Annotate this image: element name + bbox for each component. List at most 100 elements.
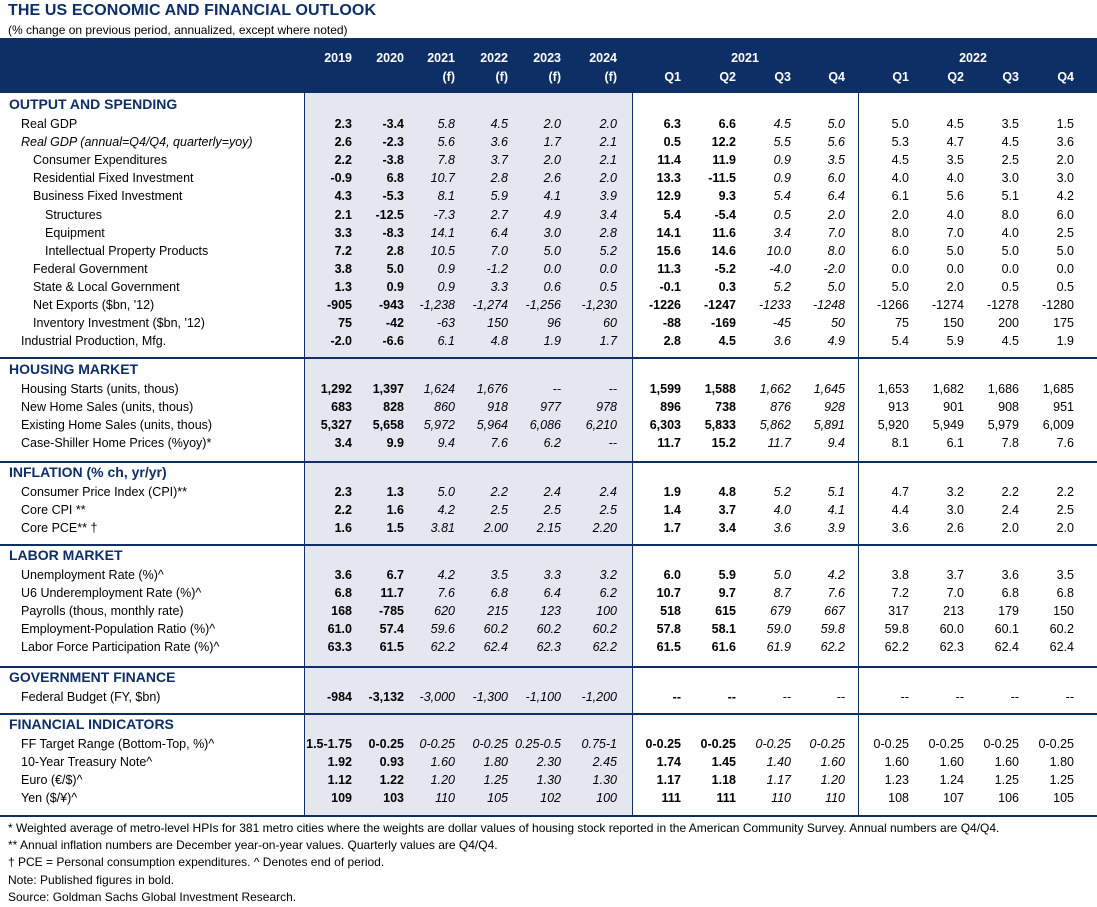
table-cell: -2.0: [330, 334, 352, 349]
table-cell: 96: [547, 316, 561, 331]
table-cell: 105: [1053, 791, 1074, 806]
footnote-note: Note: Published figures in bold.: [8, 872, 175, 887]
table-cell: 11.7: [767, 436, 791, 451]
footnotes: * Weighted average of metro-level HPIs f…: [8, 820, 999, 906]
row-label: Consumer Price Index (CPI)**: [21, 485, 188, 499]
table-cell: 1.5-1.75: [306, 737, 352, 751]
table-cell: -6.6: [382, 334, 404, 349]
table-cell: -45: [772, 316, 791, 331]
table-cell: 100: [596, 791, 617, 806]
header-col-2023-forecast: (f): [548, 70, 562, 84]
table-cell: 2.5: [1001, 153, 1019, 168]
table-cell: 5.9: [490, 189, 508, 204]
table-cell: 0-0.25: [809, 737, 845, 751]
header-col-2021-forecast: (f): [442, 70, 456, 84]
table-cell: 1.22: [379, 773, 404, 788]
table-cell: 3.81: [430, 521, 455, 536]
table-cell: 3.2: [599, 568, 617, 582]
table-cell: --: [552, 382, 561, 396]
table-cell: 6.8: [490, 586, 508, 601]
table-cell: 1.5: [1056, 117, 1074, 131]
table-cell: 60.1: [994, 622, 1019, 637]
table-cell: 0.6: [543, 279, 561, 294]
table-cell: 7.0: [946, 586, 964, 601]
table-cell: 1,685: [1042, 382, 1074, 396]
table-cell: 2.20: [592, 521, 617, 536]
row-label: Payrolls (thous, monthly rate): [21, 604, 184, 619]
table-cell: 3.8: [334, 261, 352, 276]
table-cell: 60.2: [536, 622, 561, 637]
table-cell: 175: [1053, 316, 1074, 331]
table-cell: 110: [771, 791, 791, 806]
table-cell: -984: [326, 690, 352, 704]
table-cell: 928: [824, 400, 845, 415]
table-row: State & Local Government 1.3 0.9 0.9 3.3 0.6 0…: [0, 278, 1097, 296]
table-cell: 61.5: [656, 640, 681, 655]
table-cell: 100: [596, 604, 617, 619]
table-row: Euro (€/$)^ 1.12 1.22 1.20 1.25 1.30 1.30 1.17 1…: [0, 771, 1097, 789]
table-cell: 913: [888, 400, 909, 415]
table-cell: 0.3: [718, 279, 736, 294]
table-cell: -1226: [649, 298, 681, 312]
table-cell: 4.1: [827, 503, 845, 518]
table-cell: 150: [943, 316, 964, 331]
row-label: Structures: [45, 207, 102, 222]
table-cell: 14.6: [711, 243, 736, 258]
table-cell: 0.0: [946, 261, 964, 276]
table-cell: 0.0: [543, 261, 561, 276]
table-cell: 1.25: [994, 773, 1019, 788]
table-cell: 5.4: [891, 334, 909, 349]
table-cell: 4.5: [718, 334, 736, 349]
header-col-2024-forecast: (f): [604, 70, 618, 84]
table-cell: 8.1: [437, 189, 455, 204]
table-cell: -1,256: [525, 298, 561, 312]
table-cell: 1,686: [987, 382, 1019, 396]
table-cell: 111: [716, 791, 736, 806]
table-cell: --: [900, 690, 909, 704]
table-cell: 0.5: [599, 279, 617, 294]
table-cell: 1.80: [483, 755, 508, 770]
table-cell: 1.30: [536, 773, 561, 788]
table-cell: -1247: [704, 298, 736, 312]
table-cell: 2.0: [1056, 521, 1074, 536]
table-cell: 6,210: [585, 418, 617, 433]
table-cell: 0.0: [599, 261, 617, 276]
table-cell: 60.2: [592, 622, 617, 637]
table-cell: 1,599: [649, 382, 681, 396]
row-label: Case-Shiller Home Prices (%yoy)*: [21, 436, 212, 451]
table-row: Unemployment Rate (%)^ 3.6 6.7 4.2 3.5 3.3 3.2…: [0, 566, 1097, 584]
table-cell: 620: [434, 604, 455, 619]
table-cell: 0-0.25: [472, 737, 508, 751]
table-cell: 2.4: [599, 485, 617, 499]
table-cell: -1,230: [581, 298, 617, 312]
table-cell: 0-0.25: [928, 737, 964, 751]
table-cell: 977: [540, 400, 561, 415]
table-cell: 5.0: [543, 243, 561, 258]
table-row: Structures 2.1 -12.5 -7.3 2.7 4.9 3.4 5.4 -5.4 0.…: [0, 206, 1097, 224]
table-cell: 7.0: [490, 243, 508, 258]
table-cell: 8.0: [1001, 207, 1019, 222]
row-label: Industrial Production, Mfg.: [21, 334, 167, 349]
table-row: Core PCE** † 1.6 1.5 3.81 2.00 2.15 2.20 1.7 3.4…: [0, 519, 1097, 537]
table-cell: 13.3: [656, 171, 681, 186]
table-row: Inventory Investment ($bn, '12) 75 -42 -63 1…: [0, 314, 1097, 332]
table-cell: 2.45: [592, 755, 617, 770]
table-cell: 0.9: [773, 171, 791, 186]
table-cell: 0-0.25: [645, 737, 681, 751]
table-cell: 978: [596, 400, 617, 415]
section-title: OUTPUT AND SPENDING: [9, 96, 178, 112]
table-cell: 2.5: [543, 503, 561, 518]
table-cell: 4.9: [543, 207, 561, 222]
section-divider: [0, 713, 1097, 715]
table-cell: 2.0: [1056, 153, 1074, 168]
table-cell: 9.7: [718, 586, 736, 601]
table-cell: 108: [888, 791, 909, 806]
table-cell: -1,274: [472, 298, 508, 312]
table-cell: 15.6: [656, 243, 681, 258]
table-cell: 0.9: [773, 153, 791, 168]
table-cell: 8.1: [891, 436, 909, 451]
table-cell: 5.0: [1056, 243, 1074, 258]
section-divider: [0, 461, 1097, 463]
table-row: Core CPI ** 2.2 1.6 4.2 2.5 2.5 2.5 1.4 3.7 4.0 4.…: [0, 501, 1097, 519]
table-cell: --: [727, 690, 736, 704]
